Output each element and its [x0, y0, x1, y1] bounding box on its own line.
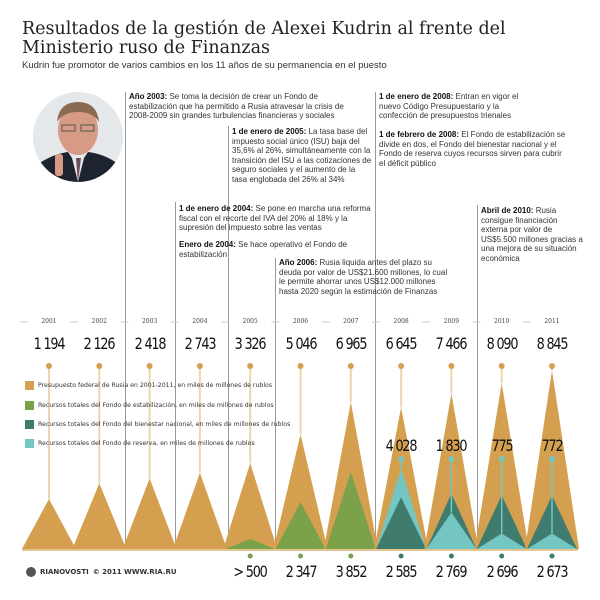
- timeline-line-2005: [228, 126, 229, 547]
- fund-dot: [448, 553, 454, 559]
- copyright: © 2011 WWW.RIA.RU: [92, 568, 177, 576]
- reserve-value: 1 830: [436, 436, 468, 455]
- budget-dot: [347, 363, 354, 369]
- portrait-photo: [33, 92, 123, 182]
- budget-triangle-2001: [22, 498, 76, 549]
- page-title: Resultados de la gestión de Alexei Kudri…: [22, 19, 506, 58]
- budget-dot: [398, 363, 405, 369]
- note-2004-fondo: Enero de 2004: Se hace operativo el Fond…: [179, 240, 348, 259]
- budget-value: 8 090: [486, 334, 518, 353]
- budget-value: 7 466: [436, 334, 468, 353]
- budget-value: 2 418: [134, 334, 166, 353]
- year-label: 2009: [443, 318, 460, 325]
- budget-value: 2 126: [83, 334, 116, 353]
- fund-dot: [348, 553, 354, 559]
- fund-dot: [247, 553, 253, 559]
- year-label: 2007: [343, 318, 359, 325]
- budget-triangle-2004: [172, 472, 227, 549]
- budget-dot: [46, 363, 52, 369]
- welfare-value: 2 585: [385, 562, 418, 581]
- budget-value: 6 965: [335, 334, 367, 353]
- budget-triangle-2002: [72, 483, 127, 549]
- budget-dot: [196, 363, 203, 369]
- budget-value: 3 326: [234, 334, 267, 353]
- stabilization-value: 2 347: [285, 562, 317, 581]
- welfare-value: 2 696: [486, 562, 518, 581]
- fund-triangle-2006: [275, 502, 326, 549]
- year-label: 2011: [544, 318, 560, 325]
- legend-swatch: [25, 401, 34, 410]
- reserve-dot: [498, 456, 505, 462]
- note-2003: Año 2003: Se toma la decisión de crear u…: [129, 92, 344, 121]
- welfare-value: 2 769: [436, 562, 468, 581]
- fund-dot: [499, 553, 505, 559]
- budget-triangle-2003: [122, 478, 177, 549]
- fund-triangle-2007: [325, 471, 376, 549]
- legend-budget: Presupuesto federal de Rusia en 2001-201…: [25, 381, 272, 390]
- brand-name: RIANOVOSTI: [40, 568, 89, 576]
- year-label: 2004: [192, 318, 208, 325]
- budget-dot: [146, 363, 153, 369]
- budget-triangle-2006: [273, 434, 328, 549]
- reserve-dot: [549, 456, 555, 462]
- stabilization-value: > 500: [233, 562, 268, 581]
- legend-swatch: [25, 381, 34, 390]
- reserve-dot: [448, 456, 455, 462]
- footer: RIANOVOSTI © 2011 WWW.RIA.RU: [26, 567, 177, 577]
- stabilization-value: 3 852: [335, 562, 367, 581]
- legend-reserve: Recursos totales del Fondo de reserva, e…: [25, 439, 255, 448]
- year-label: 2001: [41, 318, 57, 325]
- year-label: 2010: [494, 318, 510, 325]
- budget-value: 6 645: [385, 334, 418, 353]
- reserve-dot: [398, 456, 405, 462]
- reserve-value: 4 028: [385, 436, 418, 455]
- budget-triangle-2005: [223, 463, 278, 549]
- year-label: 2008: [393, 318, 409, 325]
- timeline-line-2006: [275, 258, 276, 547]
- welfare-value: 2 673: [536, 562, 569, 581]
- ria-logo-icon: [26, 567, 36, 577]
- fund-triangle-2008: [376, 497, 427, 549]
- fund-triangle-2010: [476, 533, 527, 549]
- note-2004-iva: 1 de enero de 2004: Se pone en marcha un…: [179, 204, 371, 233]
- fund-dot: [298, 553, 303, 559]
- fund-triangle-2011: [527, 533, 577, 549]
- legend-welfare: Recursos totales del Fondo del bienestar…: [25, 420, 290, 429]
- budget-value: 8 845: [536, 334, 569, 353]
- timeline-line-2010: [477, 205, 478, 547]
- budget-value: 5 046: [285, 334, 317, 353]
- fund-dot: [549, 553, 555, 559]
- timeline-line-2008: [375, 92, 376, 547]
- timeline-line-2003: [125, 92, 126, 547]
- note-2008-fondo: 1 de febrero de 2008: El Fondo de estabi…: [379, 130, 566, 168]
- budget-dot: [448, 363, 455, 369]
- legend-swatch: [25, 420, 34, 429]
- note-2008-codigo: 1 de enero de 2008: Entran en vigor el n…: [379, 92, 519, 121]
- note-2006: Año 2006: Rusia liquida antes del plazo …: [279, 258, 448, 296]
- budget-dot: [549, 363, 555, 369]
- fund-triangle-2009: [426, 512, 477, 549]
- note-2010: Abril de 2010: Rusia consigue financiaci…: [481, 206, 583, 263]
- note-2005: 1 de enero de 2005: La tasa base del imp…: [232, 127, 372, 184]
- budget-dot: [297, 363, 304, 369]
- reserve-value: 772: [541, 436, 564, 455]
- year-label: 2005: [242, 318, 258, 325]
- page-subtitle: Kudrin fue promotor de varios cambios en…: [22, 60, 387, 71]
- budget-dot: [96, 363, 103, 369]
- fund-dot: [398, 553, 404, 559]
- budget-dot: [247, 363, 254, 369]
- year-label: 2002: [91, 318, 107, 325]
- legend-swatch: [25, 439, 34, 448]
- year-label: 2006: [292, 318, 309, 325]
- budget-value: 1 194: [33, 334, 66, 353]
- reserve-value: 775: [491, 436, 513, 455]
- legend-stabilization: Recursos totales del Fondo de estabiliza…: [25, 401, 274, 410]
- budget-dot: [498, 363, 505, 369]
- timeline-line-2004: [175, 202, 176, 547]
- budget-value: 2 743: [184, 334, 217, 353]
- fund-triangle-2005: [225, 539, 276, 549]
- year-label: 2003: [141, 318, 158, 325]
